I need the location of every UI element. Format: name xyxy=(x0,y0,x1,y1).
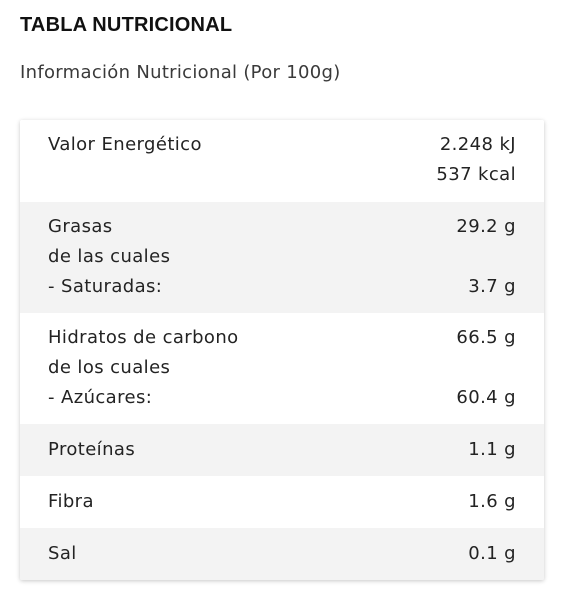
row-energy: Valor Energético 2.248 kJ 537 kcal xyxy=(20,120,544,202)
row-fiber: Fibra 1.6 g xyxy=(20,476,544,528)
row-salt: Sal 0.1 g xyxy=(20,528,544,580)
carbs-sub-intro: de los cuales xyxy=(48,357,171,378)
nutrition-subtitle: Información Nutricional (Por 100g) xyxy=(20,62,341,83)
saturated-value: 3.7 g xyxy=(468,276,516,297)
sugars-value: 60.4 g xyxy=(456,387,516,408)
row-protein: Proteínas 1.1 g xyxy=(20,424,544,476)
energy-label: Valor Energético xyxy=(48,134,202,155)
row-fat: Grasas de las cuales - Saturadas: 29.2 g… xyxy=(20,202,544,313)
fat-label: Grasas xyxy=(48,216,113,237)
saturated-label: - Saturadas: xyxy=(48,276,163,297)
carbs-label: Hidratos de carbono xyxy=(48,327,239,348)
protein-label: Proteínas xyxy=(48,439,136,460)
protein-value: 1.1 g xyxy=(468,439,516,460)
carbs-value: 66.5 g xyxy=(456,327,516,348)
salt-label: Sal xyxy=(48,543,77,564)
fiber-label: Fibra xyxy=(48,491,94,512)
energy-kcal-value: 537 kcal xyxy=(436,164,516,185)
energy-kj-value: 2.248 kJ xyxy=(439,134,516,155)
fat-value: 29.2 g xyxy=(456,216,516,237)
salt-value: 0.1 g xyxy=(468,543,516,564)
row-carbohydrates: Hidratos de carbono de los cuales - Azúc… xyxy=(20,313,544,424)
sugars-label: - Azúcares: xyxy=(48,387,153,408)
fat-sub-intro: de las cuales xyxy=(48,246,171,267)
page-title: TABLA NUTRICIONAL xyxy=(20,14,233,36)
nutrition-table: Valor Energético 2.248 kJ 537 kcal Grasa… xyxy=(20,120,544,580)
fiber-value: 1.6 g xyxy=(468,491,516,512)
